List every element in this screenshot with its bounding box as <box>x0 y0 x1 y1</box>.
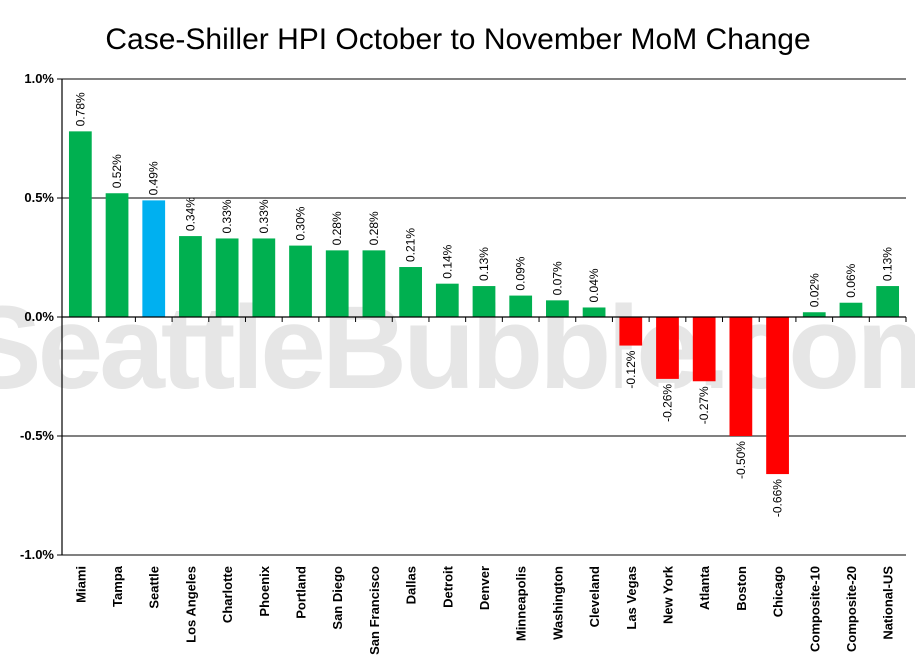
category-label: Portland <box>294 566 309 619</box>
bar-san-diego <box>325 250 349 317</box>
category-label: Los Angeles <box>183 566 198 643</box>
data-label: 0.06% <box>844 263 858 297</box>
y-tick-label: 1.0% <box>24 71 54 86</box>
data-labels: 0.78% 0.52% 0.49% 0.34% 0.33% 0.33% 0.30% 0.28%… <box>73 92 895 525</box>
data-label: 0.28% <box>330 211 344 245</box>
data-label: -0.66% <box>771 479 785 517</box>
data-label: -0.27% <box>697 386 711 424</box>
data-label: 0.34% <box>183 197 197 231</box>
category-label: Chicago <box>771 566 786 617</box>
bar-denver <box>472 286 496 317</box>
category-label: Dallas <box>404 566 419 604</box>
bar-portland <box>289 245 312 317</box>
bar-washington <box>546 300 569 317</box>
data-label-bg <box>695 385 712 432</box>
category-label: Miami <box>73 566 88 603</box>
data-label: 0.33% <box>257 199 271 233</box>
category-label: Composite-20 <box>844 566 859 652</box>
category-label: New York <box>660 565 675 624</box>
y-tick-label: -1.0% <box>20 547 54 562</box>
bar-composite-20 <box>839 302 863 317</box>
data-label: 0.49% <box>147 161 161 195</box>
data-label: -0.12% <box>624 350 638 388</box>
bars <box>68 131 900 475</box>
bar-detroit <box>435 283 459 317</box>
y-tick-label: -0.5% <box>20 428 54 443</box>
bar-cleveland <box>582 307 606 317</box>
data-label-bg <box>731 440 748 486</box>
data-label: 0.30% <box>294 206 308 240</box>
category-label: San Francisco <box>367 566 382 655</box>
category-label: Atlanta <box>697 565 712 610</box>
category-labels: Miami Tampa Seattle Los Angeles Charlotte Pho… <box>61 317 907 655</box>
category-label: National-US <box>881 566 896 640</box>
category-label: Tampa <box>110 565 125 607</box>
data-label: 0.02% <box>807 273 821 307</box>
category-label: Las Vegas <box>624 566 639 630</box>
bar-miami <box>68 131 92 317</box>
category-label: Cleveland <box>587 566 602 627</box>
bar-san-francisco <box>362 250 386 317</box>
data-label: 0.21% <box>404 228 418 262</box>
bar-tampa <box>105 193 129 317</box>
chart-title: Case-Shiller HPI October to November MoM… <box>105 23 810 56</box>
data-label: 0.13% <box>881 247 895 281</box>
category-label: Phoenix <box>257 565 272 616</box>
category-label: Boston <box>734 566 749 611</box>
bar-chicago <box>766 317 789 475</box>
category-label: Minneapolis <box>514 566 529 641</box>
category-label: Charlotte <box>220 566 235 623</box>
category-label: Composite-10 <box>807 566 822 652</box>
category-label: Washington <box>550 566 565 640</box>
data-label: 0.28% <box>367 211 381 245</box>
data-label: 0.13% <box>477 247 491 281</box>
bar-atlanta <box>692 317 716 382</box>
bar-national-us <box>876 286 900 317</box>
bar-minneapolis <box>509 295 533 317</box>
data-label: 0.52% <box>110 154 124 188</box>
category-label: Seattle <box>147 566 162 609</box>
data-label: 0.04% <box>587 268 601 302</box>
category-label: Detroit <box>440 565 455 608</box>
y-tick-label: 0.0% <box>24 309 54 324</box>
data-label-bg <box>658 382 675 429</box>
data-label-bg <box>621 349 638 396</box>
category-label: San Diego <box>330 566 345 630</box>
data-label: 0.07% <box>550 261 564 295</box>
data-label: 0.78% <box>73 92 87 126</box>
bar-charlotte <box>215 238 239 317</box>
bar-boston <box>729 317 753 436</box>
data-label: -0.26% <box>660 384 674 422</box>
bar-dallas <box>399 267 422 317</box>
data-label: -0.50% <box>734 441 748 479</box>
data-label: 0.14% <box>440 244 454 278</box>
bar-new-york <box>656 317 679 379</box>
data-label: 0.33% <box>220 199 234 233</box>
y-axis-ticks: 1.0% 0.5% 0.0% -0.5% -1.0% <box>20 71 62 562</box>
bar-las-vegas <box>619 317 643 346</box>
data-label: 0.09% <box>514 256 528 290</box>
data-label-bg <box>768 478 785 525</box>
bar-seattle <box>142 200 166 317</box>
category-label: Denver <box>477 566 492 610</box>
y-tick-label: 0.5% <box>24 190 54 205</box>
bar-phoenix <box>252 238 276 317</box>
bar-los-angeles <box>179 236 202 317</box>
bar-composite-10 <box>802 312 826 317</box>
